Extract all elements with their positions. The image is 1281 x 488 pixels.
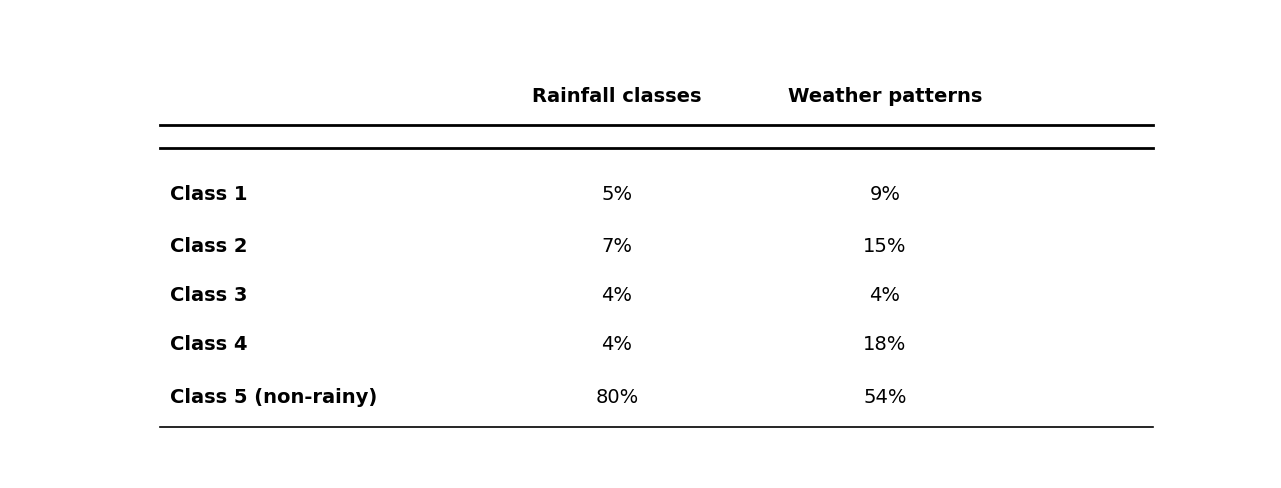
Text: 80%: 80%: [596, 387, 638, 406]
Text: 18%: 18%: [863, 335, 907, 354]
Text: 15%: 15%: [863, 237, 907, 256]
Text: 54%: 54%: [863, 387, 907, 406]
Text: 5%: 5%: [601, 184, 633, 203]
Text: 4%: 4%: [870, 286, 901, 305]
Text: Rainfall classes: Rainfall classes: [532, 87, 702, 105]
Text: Class 4: Class 4: [170, 335, 247, 354]
Text: 9%: 9%: [870, 184, 901, 203]
Text: 7%: 7%: [601, 237, 633, 256]
Text: Class 3: Class 3: [170, 286, 247, 305]
Text: 4%: 4%: [601, 286, 633, 305]
Text: Class 1: Class 1: [170, 184, 247, 203]
Text: Weather patterns: Weather patterns: [788, 87, 983, 105]
Text: Class 2: Class 2: [170, 237, 247, 256]
Text: Class 5 (non-rainy): Class 5 (non-rainy): [170, 387, 378, 406]
Text: 4%: 4%: [601, 335, 633, 354]
